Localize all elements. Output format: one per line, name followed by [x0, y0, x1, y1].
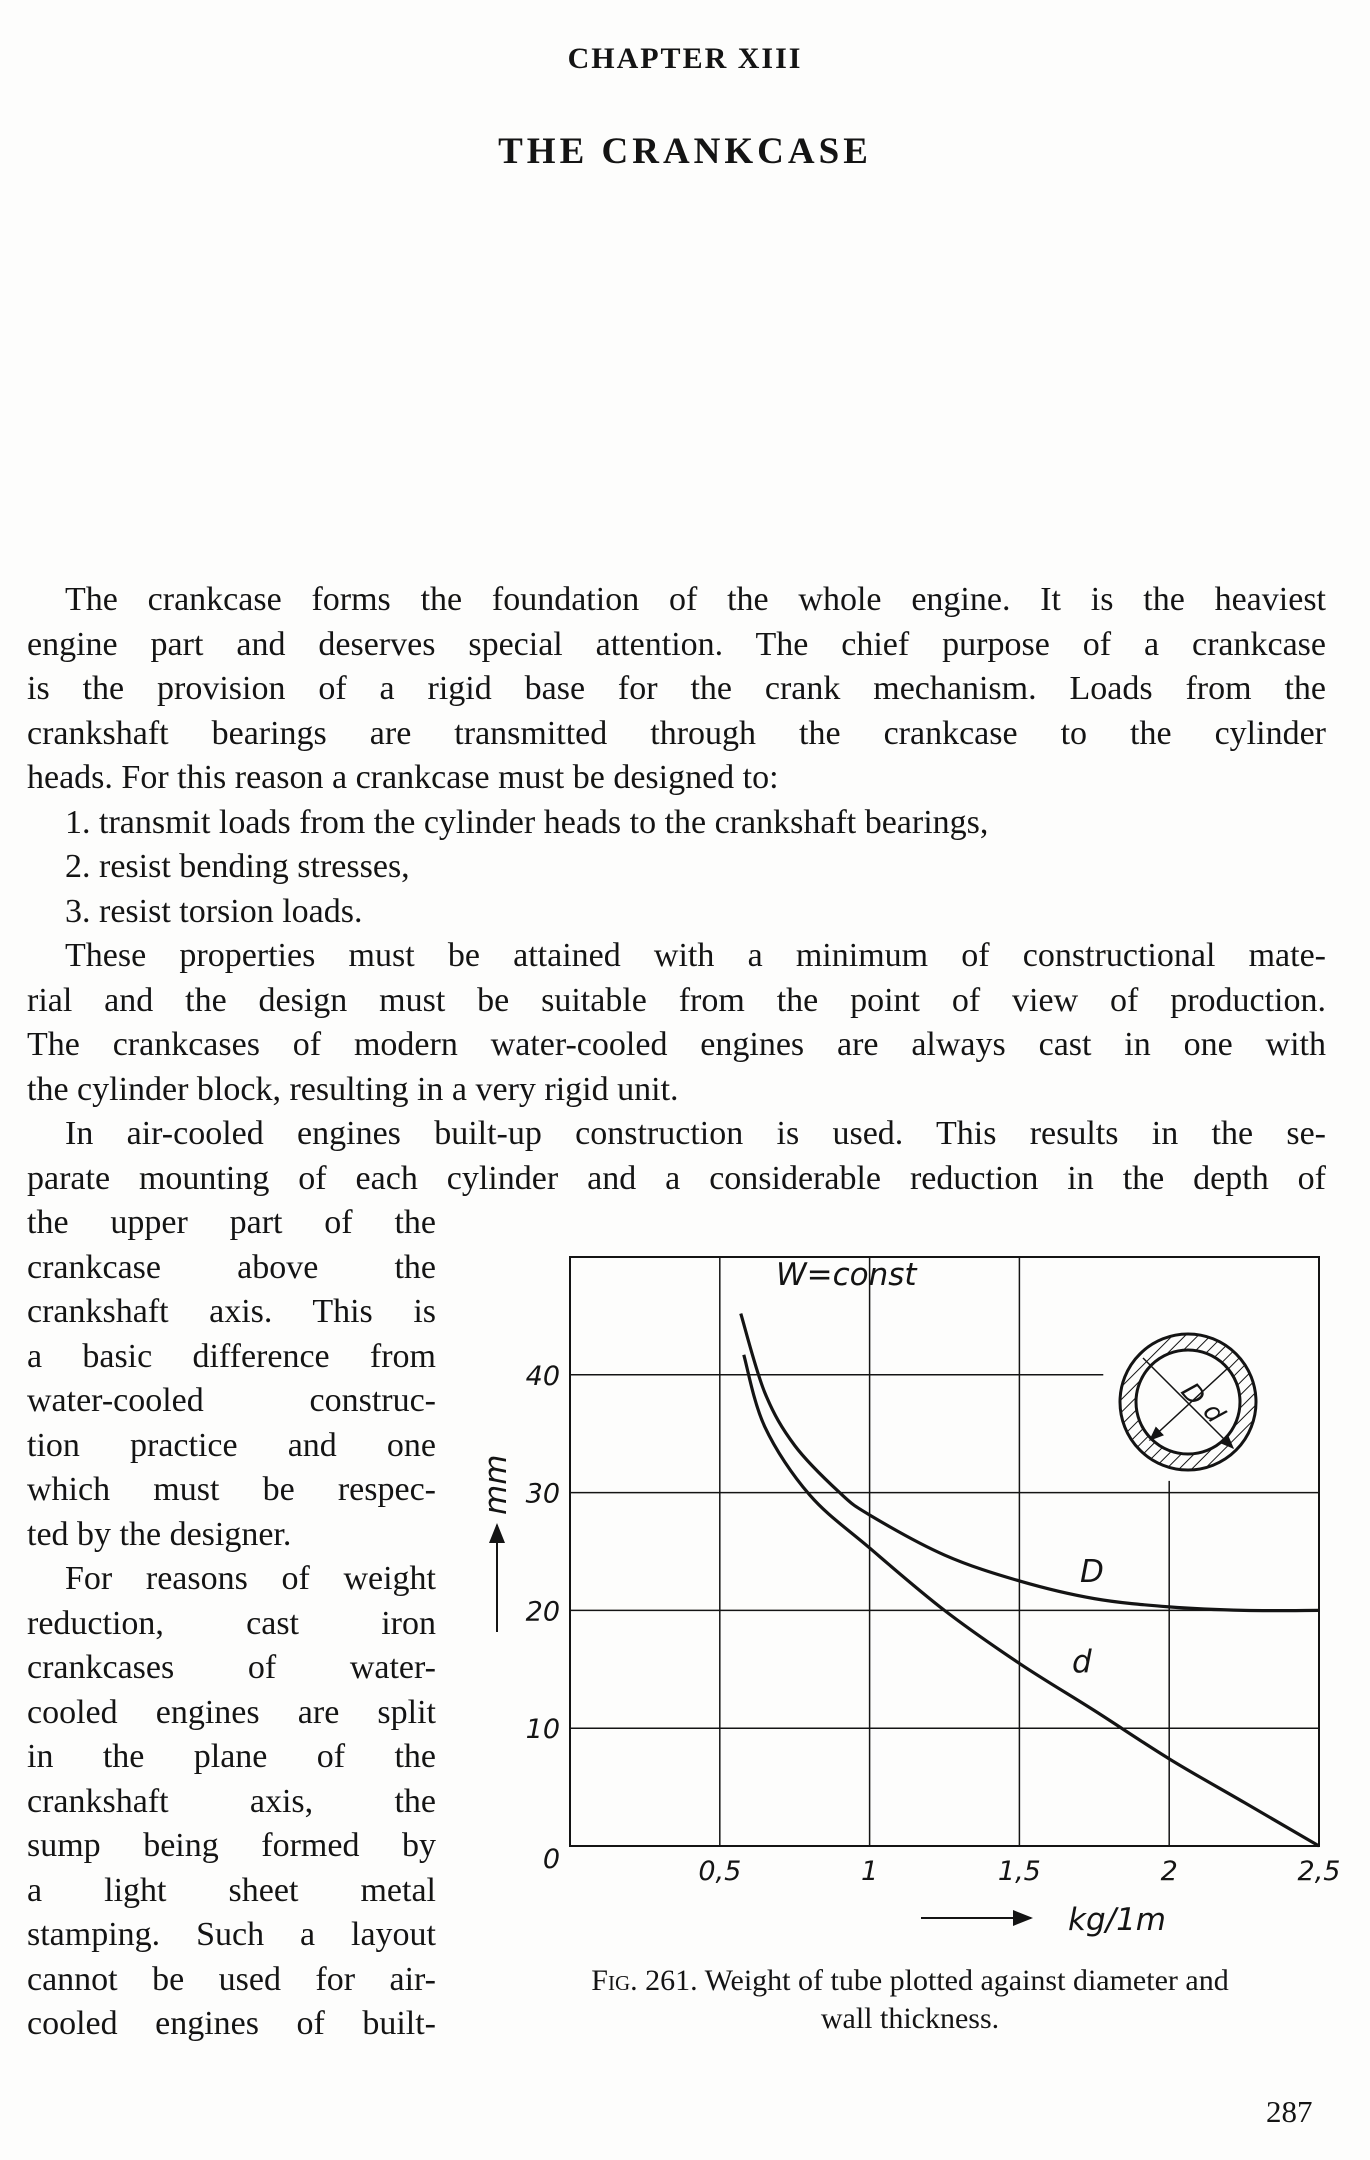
text-line: is the provision of a rigid base for the…	[27, 670, 1326, 707]
x-tick-label: 0,5	[698, 1856, 741, 1887]
text-line: crankcase above the	[27, 1248, 436, 1286]
text-line: a basic difference from	[27, 1337, 436, 1375]
figure-caption: Fig. 261. Weight of tube plotted against…	[480, 1962, 1340, 2038]
text-line: crankshaft axis, the	[27, 1782, 436, 1820]
text-line: cooled engines of built-	[27, 2005, 436, 2042]
chapter-number: CHAPTER XIII	[567, 42, 803, 75]
text-line: 2. resist bending stresses,	[65, 848, 410, 885]
text-line: a light sheet metal	[27, 1871, 436, 1909]
text-line: The crankcase forms the foundation of th…	[65, 581, 1326, 618]
text-line: parate mounting of each cylinder and a c…	[27, 1159, 1326, 1197]
x-tick-label: 2,5	[1298, 1856, 1341, 1887]
y-axis-label-text: mm	[478, 1455, 514, 1515]
x-tick-label: 2	[1161, 1856, 1178, 1887]
y-tick-label: 30	[526, 1479, 560, 1510]
text-line: In air-cooled engines built-up construct…	[65, 1115, 1326, 1152]
text-line: which must be respec-	[27, 1471, 436, 1508]
text-line: The crankcases of modern water-cooled en…	[27, 1026, 1326, 1063]
series-label-D: D	[1080, 1554, 1104, 1590]
x-axis-label: kg/1m	[921, 1902, 1166, 1938]
text-line: heads. For this reason a crankcase must …	[27, 759, 779, 796]
text-line: the upper part of the	[27, 1204, 436, 1241]
text-line: engine part and deserves special attenti…	[27, 625, 1326, 663]
chart-grid	[570, 1257, 1319, 1846]
tube-cross-section-icon: D d	[1112, 1328, 1264, 1478]
curves	[739, 1313, 1320, 1848]
curve-d	[742, 1354, 1320, 1848]
caption-text-line2: wall thickness.	[820, 2002, 1000, 2035]
y-tick-label: 40	[526, 1361, 560, 1392]
text-line: crankshaft bearings are transmitted thro…	[27, 714, 1326, 752]
text-line: sump being formed by	[27, 1827, 436, 1864]
y-tick-label: 10	[526, 1714, 560, 1745]
chapter-title: THE CRANKCASE	[498, 131, 872, 172]
y-tick-label: 0	[543, 1844, 560, 1875]
x-axis-label-text: kg/1m	[1068, 1902, 1166, 1938]
text-line: reduction, cast iron	[27, 1604, 436, 1642]
text-line: cooled engines are split	[27, 1693, 436, 1731]
plot-frame	[569, 1256, 1320, 1847]
y-axis-label: mm	[478, 1455, 514, 1632]
text-line: rial and the design must be suitable fro…	[27, 981, 1326, 1019]
tick-labels: 0,5 1 1,5 2 2,5 0 10 20 30 40	[526, 1361, 1341, 1887]
text-line: These properties must be attained with a…	[65, 937, 1326, 974]
curve-D	[739, 1313, 1320, 1613]
annotation-w-const: W=const	[776, 1257, 918, 1293]
text-line: crankcases of water-	[27, 1649, 436, 1686]
text-line: cannot be used for air-	[27, 1960, 436, 1998]
text-line: 3. resist torsion loads.	[65, 892, 363, 930]
text-line: tion practice and one	[27, 1426, 436, 1464]
text-line: ted by the designer.	[27, 1515, 292, 1553]
x-tick-label: 1,5	[998, 1856, 1041, 1887]
text-line: in the plane of the	[27, 1738, 436, 1775]
caption-figure-number: Fig. 261.	[591, 1964, 698, 1997]
x-tick-label: 1	[861, 1856, 878, 1887]
text-line: 1. transmit loads from the cylinder head…	[65, 803, 989, 841]
text-line: the cylinder block, resulting in a very …	[27, 1070, 679, 1108]
body-text: The crankcase forms the foundation of th…	[27, 578, 1326, 2047]
text-line: crankshaft axis. This is	[27, 1293, 436, 1330]
page-number: 287	[1266, 2094, 1313, 2129]
series-label-d: d	[1072, 1644, 1092, 1680]
y-tick-label: 20	[526, 1596, 560, 1627]
text-line: For reasons of weight	[65, 1560, 436, 1597]
text-line: stamping. Such a layout	[27, 1916, 436, 1953]
caption-text-line1: Weight of tube plotted against diameter …	[704, 1964, 1229, 1997]
text-line: water-cooled construc-	[27, 1382, 436, 1419]
